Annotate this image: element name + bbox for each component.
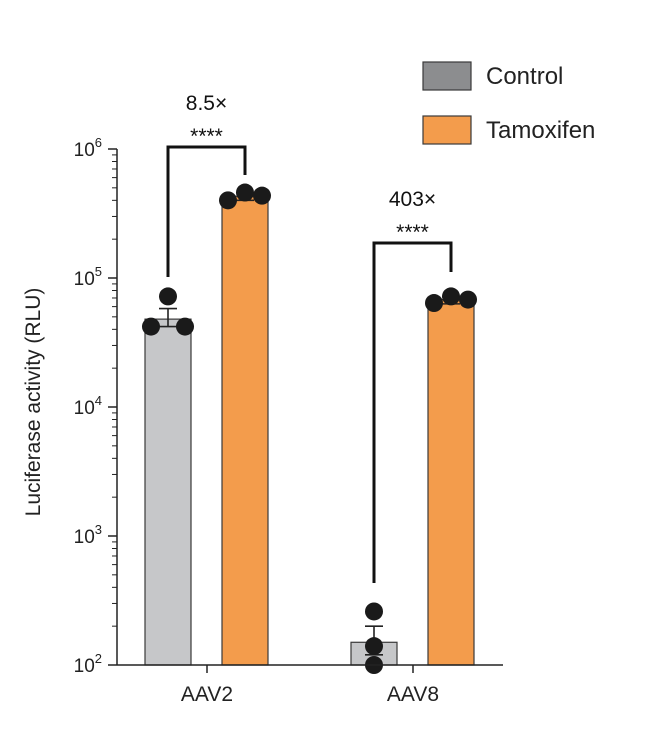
x-tick-label: AAV2 [181,683,233,706]
legend-label-control: Control [486,63,563,90]
legend-swatch-tamoxifen [422,115,472,145]
data-point [176,317,194,336]
y-tick-label: 102 [74,651,102,677]
y-tick-label-exponent: 3 [95,522,102,537]
legend-label-tamoxifen: Tamoxifen [486,117,595,144]
data-point [459,290,477,309]
y-axis-label: Luciferase activity (RLU) [22,288,45,517]
data-point [253,186,271,205]
y-tick-label: 106 [74,135,102,161]
fold-change-label: 403× [389,188,436,211]
data-point [159,287,177,306]
y-tick-label-exponent: 6 [95,135,102,150]
error-bar [159,307,177,328]
y-tick-label-exponent: 4 [95,393,102,408]
significance-stars: **** [190,125,223,148]
significance-stars: **** [396,221,429,244]
data-point [142,317,160,336]
legend-swatch-control [422,61,472,91]
data-point [365,637,383,656]
y-tick-label-base: 10 [74,140,95,161]
data-point [442,287,460,306]
y-tick-label: 103 [74,522,102,548]
y-tick-label: 105 [74,264,102,290]
bar-tamoxifen-aav2 [221,195,269,666]
data-point [425,294,443,313]
bar-tamoxifen-aav8 [427,299,475,666]
y-tick-label-base: 10 [74,527,95,548]
y-tick-label-exponent: 5 [95,264,102,279]
data-point [236,183,254,202]
significance-bracket [166,145,247,277]
y-tick-label-base: 10 [74,656,95,677]
fold-change-label: 8.5× [186,92,227,115]
x-tick-label: AAV8 [387,683,439,706]
y-tick-label-base: 10 [74,398,95,419]
y-tick-label-exponent: 2 [95,651,102,666]
y-tick-label: 104 [74,393,102,419]
data-point [219,191,237,210]
data-point [365,602,383,621]
significance-bracket [372,241,453,583]
bar-control-aav2 [144,318,192,666]
y-tick-label-base: 10 [74,269,95,290]
